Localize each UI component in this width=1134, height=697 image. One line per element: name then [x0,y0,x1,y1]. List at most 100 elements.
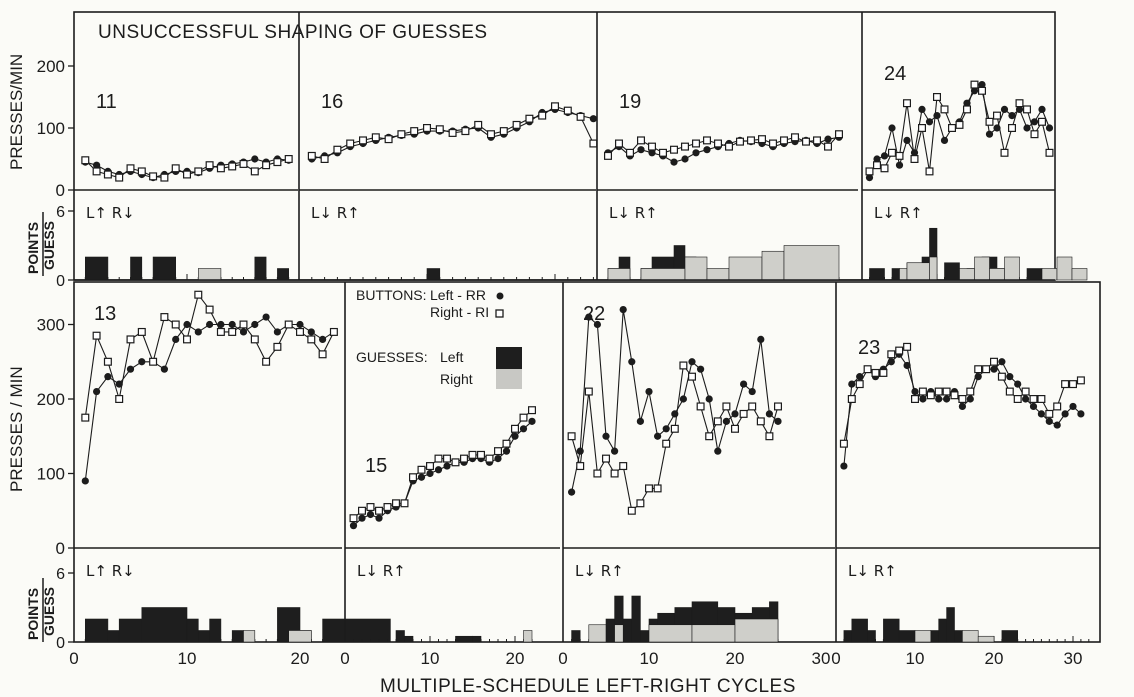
contingency-label: L↓ R↑ [848,562,897,580]
data-point-left [217,320,225,329]
x-tick-label: 30 [812,649,831,668]
data-point-left [228,320,236,329]
x-axis-label: MULTIPLE-SCHEDULE LEFT-RIGHT CYCLES [380,676,796,697]
contingency-label: L↑ R↓ [86,204,135,222]
data-point-left [670,158,678,166]
data-point-right [982,365,991,374]
points-label-top: POINTS [25,222,41,274]
data-point-right [779,136,788,145]
data-point-left [774,417,782,425]
panel-19: 19 L↓ R↑ [596,12,858,281]
data-point-left [731,410,739,418]
data-point-right [644,484,653,493]
data-point-right [932,92,941,101]
data-point-right [1005,387,1014,396]
data-point-left [697,365,705,373]
data-point-left [919,395,927,403]
data-point-right [160,173,169,182]
data-point-right [910,395,919,404]
x-tick-label: 10 [906,649,925,668]
data-point-right [887,350,896,359]
data-point-right [417,465,426,474]
legend-right-marker [495,309,504,318]
data-point-right [950,391,959,400]
data-point-right [468,450,477,459]
points-label-bottom: POINTS [25,588,41,640]
guess-bar-right [640,268,686,281]
data-point-right [1037,117,1046,126]
data-point-right [895,346,904,355]
data-point-right [239,159,248,168]
data-point-left [494,455,502,463]
data-point-left [434,466,443,474]
guess-bar-left [141,607,188,643]
data-point-left [366,510,375,519]
data-point-left [648,149,656,157]
subject-label: 15 [365,455,387,477]
data-point-left [645,387,653,396]
data-point-left [1008,112,1016,120]
guess-bar-left [455,635,473,643]
data-point-left [856,373,864,381]
guess-bar-left [938,618,947,643]
data-point-right [284,320,293,329]
data-point-right [614,139,623,148]
guess-bar-left [426,268,441,281]
data-point-left [865,174,874,182]
data-point-left [1077,410,1085,418]
data-point-left [824,135,832,143]
data-point-right [880,164,889,173]
data-point-right [216,164,225,173]
data-point-right [735,137,744,146]
data-point-left [104,373,112,381]
data-point-left [160,365,168,373]
data-point-left [443,462,451,470]
data-point-right [746,136,755,145]
x-tick-label: 10 [640,649,659,668]
data-point-right [917,123,926,132]
data-point-right [918,387,927,396]
guess-bar-left [851,618,868,643]
data-point-right [171,164,180,173]
guess-bar-right [1004,256,1020,281]
data-point-left [568,488,576,496]
data-point-left [903,361,911,370]
x-tick-label: 0 [69,649,78,668]
data-point-right [228,327,237,336]
data-point-right [670,424,679,433]
guess-bar-left [843,630,853,643]
data-point-left [757,335,765,343]
data-point-right [925,167,934,176]
data-point-right [992,111,1001,120]
guess-bar-right [783,245,840,281]
guess-bar-right [974,256,990,281]
data-point-right [902,99,911,108]
data-point-right [307,151,316,160]
x-tick-label: 10 [178,649,197,668]
data-point-right [103,170,112,179]
data-point-right [384,135,393,144]
data-point-left [528,417,536,425]
data-point-left [935,395,943,403]
legend-left-rr: Left - RR [430,287,486,303]
guess-bar-left [152,256,177,281]
data-point-left [873,155,881,163]
data-point-right [397,130,406,139]
y-tick-label: 100 [37,119,65,138]
data-point-right [865,167,874,176]
data-point-right [696,402,705,411]
guess-bar-left [930,630,939,643]
data-point-right [985,117,994,126]
data-point-right [847,395,856,404]
data-point-left [705,395,713,403]
data-point-right [346,139,355,148]
bottom-frame [73,281,1101,643]
data-point-right [871,368,880,377]
subject-label: 13 [94,303,116,325]
series-line-left [353,420,533,527]
points-per-guess-label-top: POINTS GUESS [25,212,57,276]
guess-bar-left [85,256,109,281]
data-point-left [183,320,191,329]
data-point-left [840,462,848,470]
data-point-left [654,432,662,440]
